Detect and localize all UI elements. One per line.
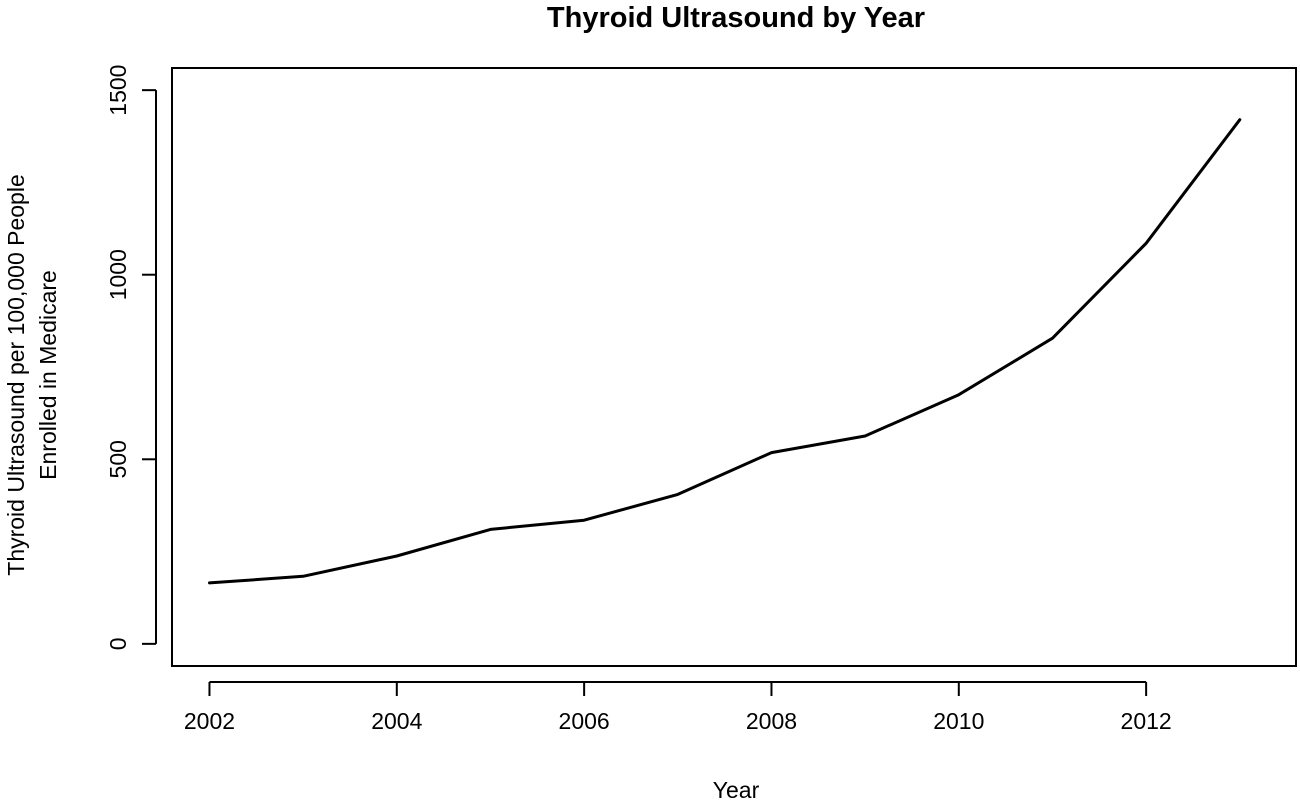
x-tick-label: 2008: [746, 708, 797, 734]
x-tick-label: 2010: [933, 708, 984, 734]
y-tick-label: 1500: [105, 65, 131, 116]
x-tick-label: 2006: [559, 708, 610, 734]
x-axis-label: Year: [713, 777, 760, 801]
y-axis-label-line-1: Thyroid Ultrasound per 100,000 People: [3, 174, 29, 575]
x-tick-label: 2012: [1121, 708, 1172, 734]
y-tick-label: 0: [105, 637, 131, 650]
series-group: [208, 118, 1242, 585]
x-tick-label: 2002: [184, 708, 235, 734]
y-tick-label: 1000: [105, 249, 131, 300]
series-line: [208, 118, 1242, 585]
chart-title: Thyroid Ultrasound by Year: [547, 2, 925, 34]
x-axis: 2002 2004 2006 2008 2010 2012: [184, 681, 1172, 734]
plot-frame: [171, 67, 1297, 667]
y-axis: 0 500 1000 1500: [105, 65, 157, 650]
x-tick-label: 2004: [371, 708, 422, 734]
y-tick-label: 500: [105, 440, 131, 478]
y-axis-label-line-2: Enrolled in Medicare: [35, 270, 61, 480]
